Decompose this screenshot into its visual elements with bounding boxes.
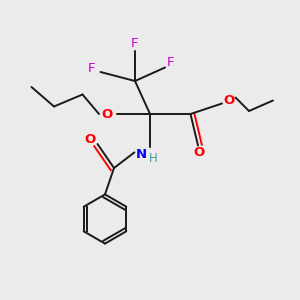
Text: F: F xyxy=(167,56,175,70)
Text: F: F xyxy=(131,37,139,50)
Text: N: N xyxy=(136,148,147,161)
Text: O: O xyxy=(101,107,112,121)
Text: H: H xyxy=(148,152,158,165)
Text: O: O xyxy=(223,94,234,107)
Text: O: O xyxy=(84,133,96,146)
Text: O: O xyxy=(194,146,205,160)
Text: F: F xyxy=(88,62,95,75)
